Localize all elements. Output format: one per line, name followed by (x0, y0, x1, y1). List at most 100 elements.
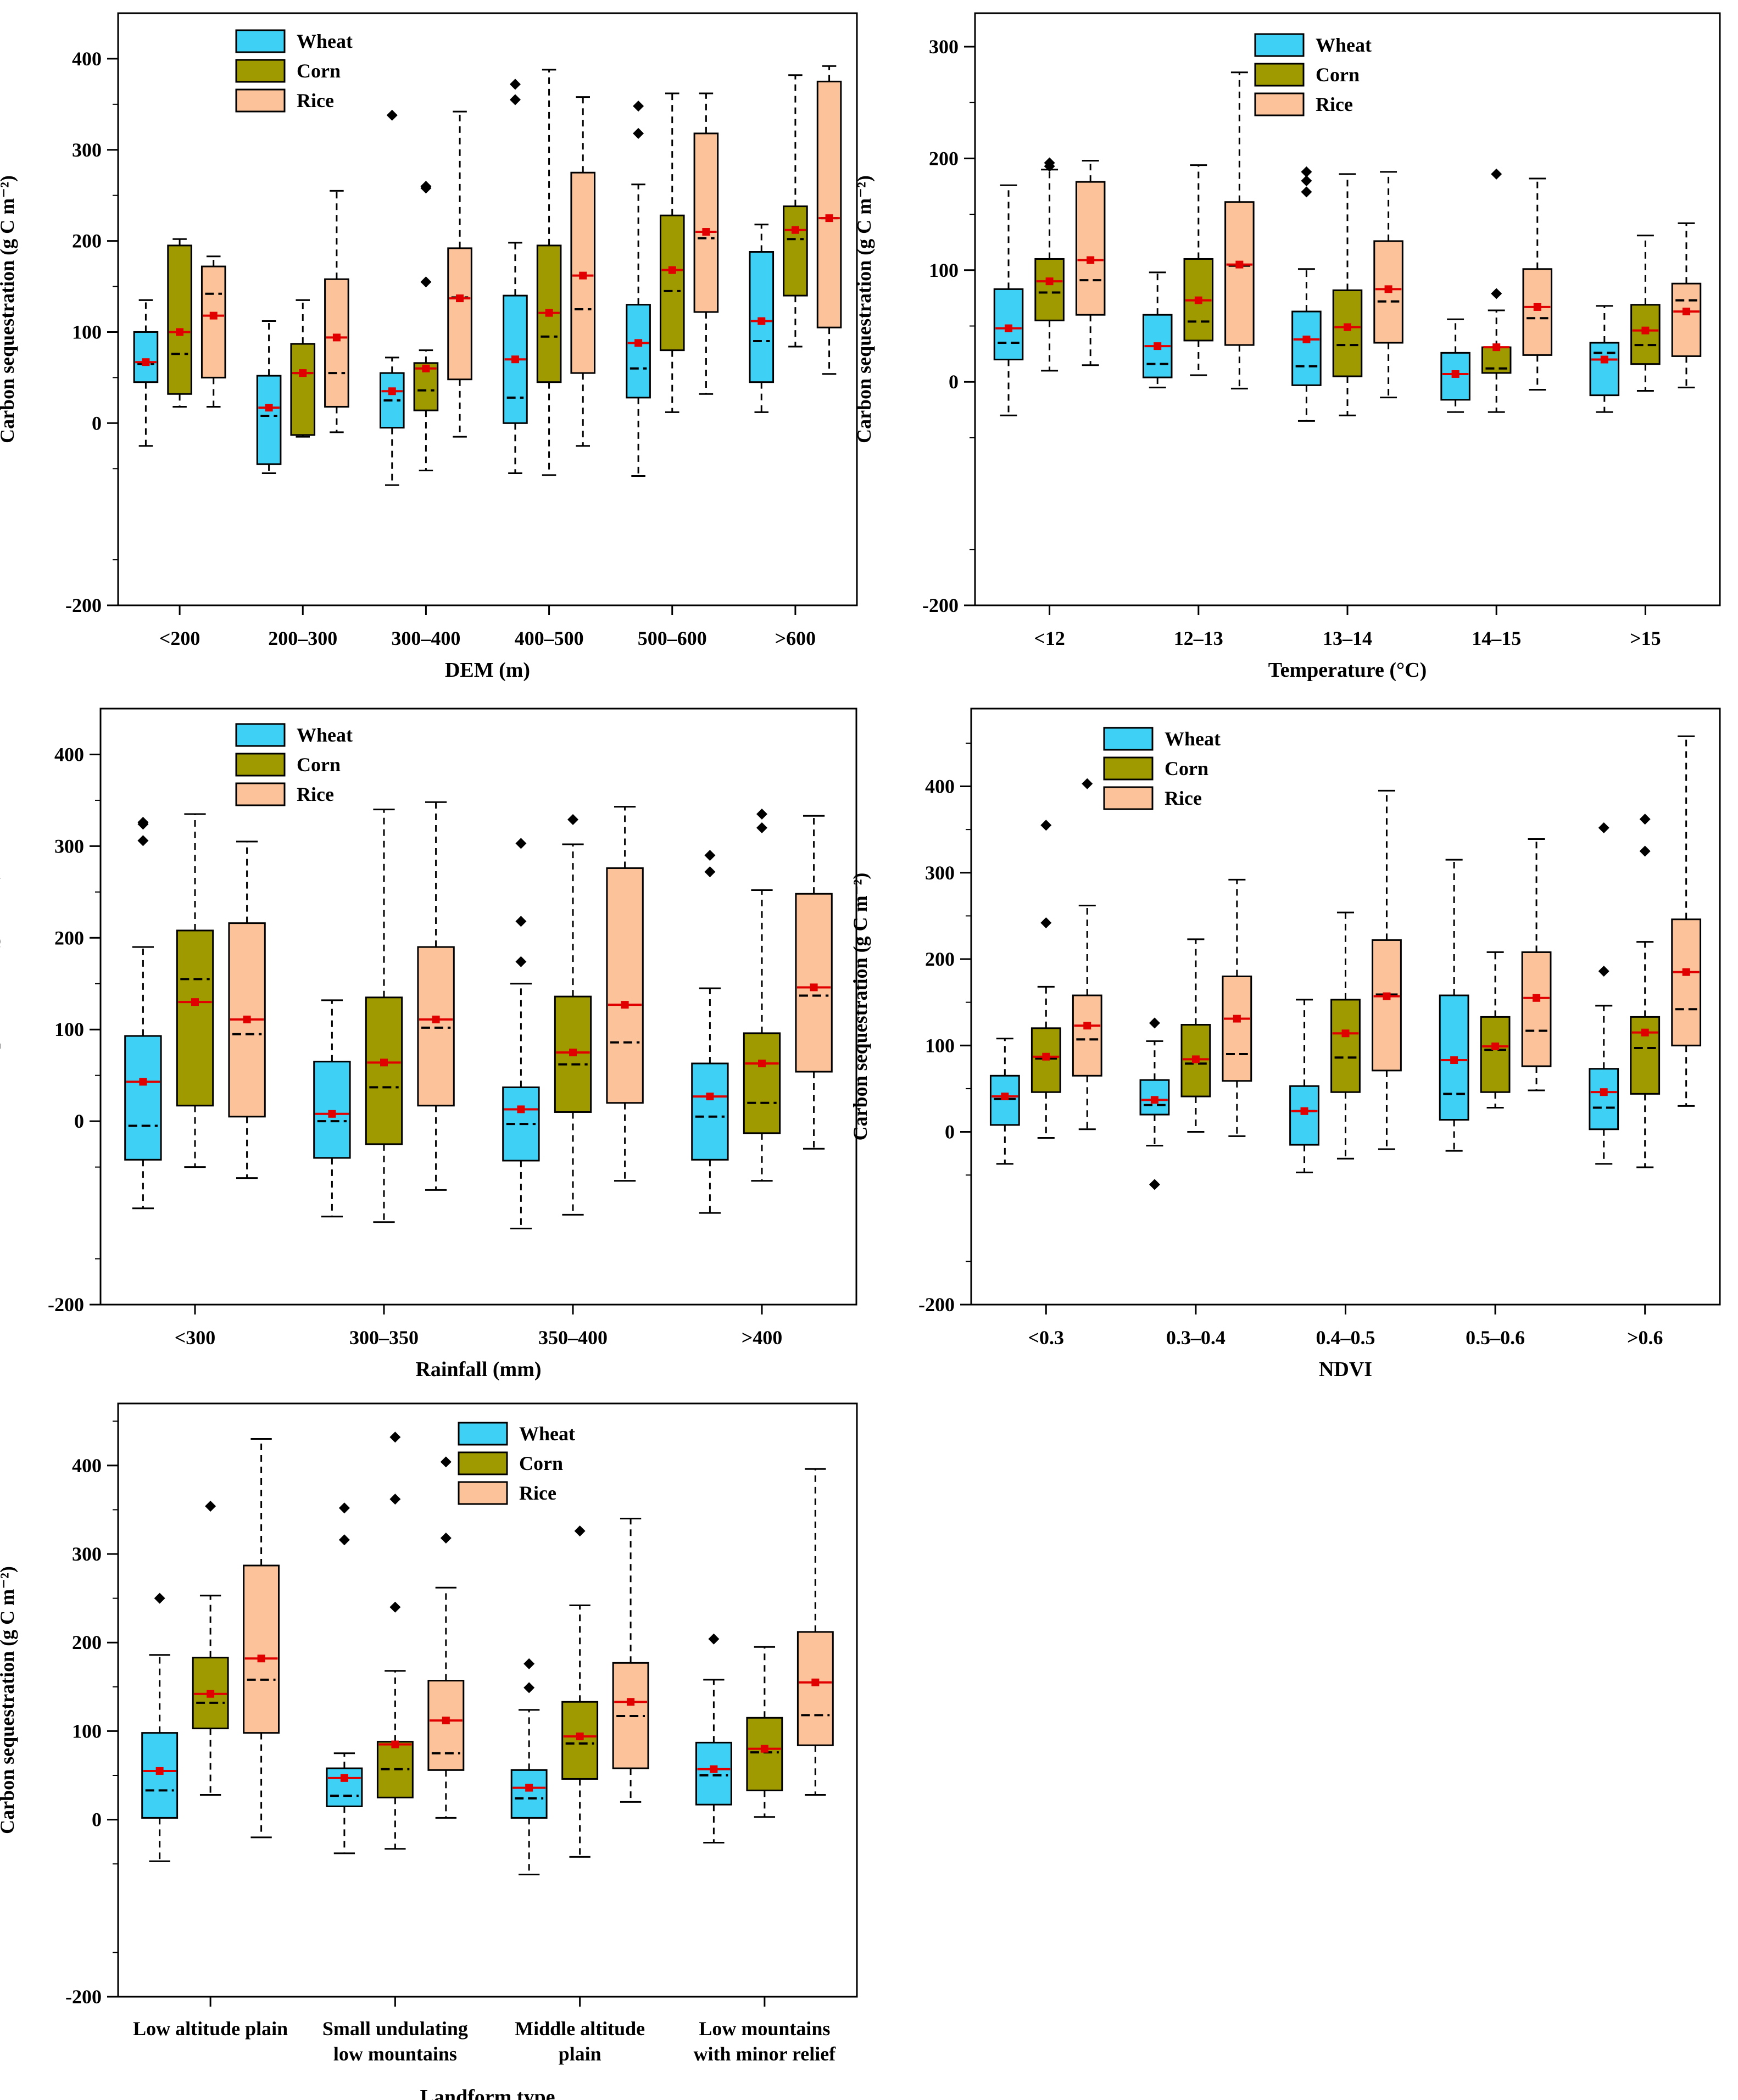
x-tick-label: <0.3 (1028, 1327, 1065, 1349)
x-tick-label: 14–15 (1472, 627, 1521, 649)
corn-box (746, 1717, 783, 1791)
wheat-outlier-point (704, 866, 716, 878)
rice-mean-marker (1533, 303, 1541, 311)
corn-box (1330, 999, 1361, 1093)
rice-box (1224, 201, 1255, 346)
corn-mean-marker (1042, 1052, 1050, 1061)
wheat-mean-marker (1302, 335, 1311, 343)
corn-box (365, 996, 403, 1145)
corn-mean-marker (207, 1690, 215, 1698)
y-tick-label: 200 (929, 147, 959, 169)
corn-outlier-point (567, 814, 578, 825)
x-tick-label: low mountains (333, 2043, 457, 2065)
rice-mean-marker (432, 1015, 440, 1023)
wheat-outlier-point (1149, 1179, 1160, 1190)
corn-mean-marker (1344, 323, 1351, 331)
panel-rainfall: -200 0 100 200 300 400 Carbon sequestration (g… (0, 708, 857, 1381)
rice-box (427, 1680, 465, 1771)
rice-mean-marker (1383, 992, 1391, 1000)
corn-mean-marker (422, 364, 430, 372)
wheat-outlier-point (633, 101, 644, 112)
x-tick-label: 400–500 (515, 627, 584, 649)
rice-mean-marker (243, 1015, 251, 1023)
x-axis-label: NDVI (1319, 1358, 1372, 1381)
wheat-mean-marker (1154, 342, 1162, 350)
x-tick-label: 0.4–0.5 (1316, 1327, 1375, 1349)
y-tick-label: 300 (929, 36, 959, 58)
wheat-outlier-point (137, 816, 149, 828)
rice-box (796, 1631, 834, 1746)
legend-label-wheat: Wheat (297, 30, 353, 52)
wheat-outlier-point (515, 956, 527, 967)
wheat-outlier-point (515, 838, 527, 849)
wheat-box (989, 1074, 1020, 1126)
legend-swatch-corn (235, 753, 286, 777)
y-tick-label: -200 (918, 1294, 955, 1316)
legend-label-corn: Corn (297, 60, 341, 82)
wheat-box (141, 1732, 179, 1819)
legend-label-rice: Rice (297, 783, 334, 805)
wheat-outlier-point (1598, 822, 1609, 833)
x-tick-label: plain (559, 2043, 601, 2065)
y-axis-label: Carbon sequestration (g C m⁻²) (853, 175, 875, 443)
x-tick-label: Low altitude plain (133, 2018, 288, 2040)
y-tick-label: 200 (72, 1631, 102, 1653)
corn-mean-marker (176, 328, 184, 336)
wheat-box (1589, 1068, 1619, 1130)
rice-mean-marker (1233, 1015, 1241, 1023)
y-tick-label: 0 (92, 412, 102, 434)
corn-outlier-point (1491, 168, 1502, 180)
y-tick-label: 100 (925, 1034, 955, 1056)
wheat-box (691, 1062, 729, 1161)
legend-swatch-wheat (1103, 727, 1154, 751)
legend-swatch-rice (1103, 786, 1154, 810)
rice-box (447, 247, 472, 381)
wheat-box (695, 1741, 732, 1806)
wheat-mean-marker (525, 1784, 533, 1792)
x-tick-label: 200–300 (268, 627, 337, 649)
x-tick-label: 13–14 (1323, 627, 1372, 649)
wheat-mean-marker (139, 1078, 147, 1086)
x-tick-label: 300–350 (349, 1327, 419, 1349)
corn-mean-marker (791, 226, 799, 234)
rice-mean-marker (627, 1698, 635, 1706)
rice-outlier-point (1082, 778, 1093, 789)
wheat-outlier-point (1301, 175, 1312, 187)
corn-mean-marker (1641, 1028, 1649, 1037)
wheat-outlier-point (509, 79, 521, 90)
x-tick-label: <200 (159, 627, 200, 649)
x-tick-label: 350–400 (538, 1327, 608, 1349)
rice-mean-marker (257, 1655, 265, 1663)
corn-mean-marker (576, 1733, 584, 1741)
corn-outlier-point (1639, 814, 1651, 825)
corn-outlier-point (574, 1525, 586, 1537)
wheat-box (626, 304, 651, 399)
corn-box (1630, 1016, 1661, 1095)
corn-mean-marker (1191, 1055, 1200, 1063)
y-tick-label: 400 (72, 1455, 102, 1477)
legend-swatch-corn (1103, 756, 1154, 781)
corn-outlier-point (389, 1431, 401, 1443)
wheat-mean-marker (1600, 355, 1608, 364)
corn-mean-marker (299, 369, 307, 377)
wheat-mean-marker (328, 1110, 336, 1118)
y-tick-label: 0 (949, 371, 959, 393)
legend-label-corn: Corn (1165, 757, 1208, 779)
y-tick-label: -200 (48, 1294, 84, 1316)
x-tick-label: 0.5–0.6 (1466, 1327, 1525, 1349)
corn-outlier-point (205, 1500, 216, 1512)
corn-outlier-point (1040, 917, 1052, 928)
legend-swatch-wheat (1254, 33, 1305, 57)
legend-swatch-rice (235, 88, 286, 113)
corn-mean-marker (569, 1048, 577, 1056)
wheat-mean-marker (1450, 1056, 1458, 1064)
wheat-mean-marker (710, 1765, 718, 1773)
rice-mean-marker (579, 271, 587, 280)
wheat-mean-marker (1451, 370, 1460, 378)
corn-outlier-point (1491, 288, 1502, 299)
wheat-mean-marker (1300, 1107, 1308, 1115)
wheat-outlier-point (1301, 166, 1312, 177)
corn-outlier-point (420, 181, 432, 192)
corn-outlier-point (756, 808, 767, 820)
wheat-box (1289, 1085, 1319, 1146)
